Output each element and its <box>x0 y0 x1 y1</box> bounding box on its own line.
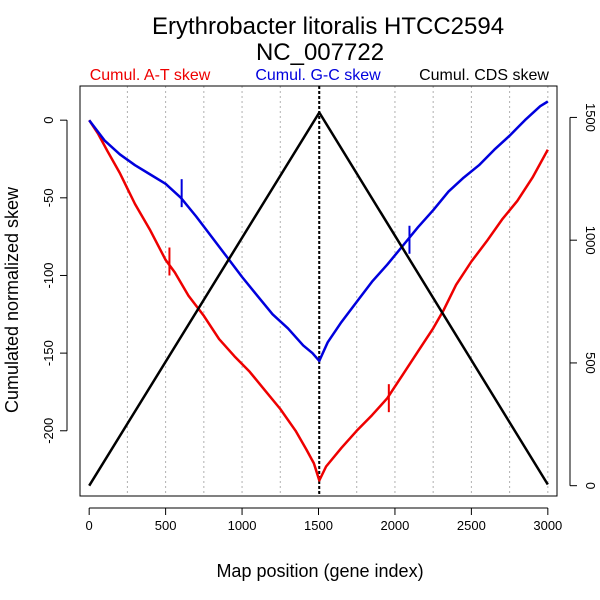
series-line-cds <box>88 111 549 487</box>
x-tick-label-2000: 2000 <box>380 518 409 533</box>
chart-title: Erythrobacter litoralis HTCC2594 <box>152 13 504 40</box>
x-tick-label-3000: 3000 <box>533 518 562 533</box>
series-line-gc <box>88 100 549 363</box>
x-tick-label-1500: 1500 <box>304 518 333 533</box>
y-tick-label--150: -150 <box>41 340 56 366</box>
y-axis-title: Cumulated normalized skew <box>2 186 22 413</box>
y2-tick-label-0: 0 <box>583 482 598 489</box>
x-tick-label-500: 500 <box>155 518 177 533</box>
y-tick-label--100: -100 <box>41 262 56 288</box>
legend-at-skew: Cumul. A-T skew <box>90 67 211 84</box>
x-axis-title: Map position (gene index) <box>216 561 423 581</box>
y-tick-label-0: 0 <box>41 117 56 124</box>
x-tick-label-0: 0 <box>86 518 93 533</box>
y2-tick-label-500: 500 <box>583 352 598 374</box>
legend-gc-skew: Cumul. G-C skew <box>255 67 381 84</box>
plot-frame <box>79 85 558 497</box>
x-tick-label-1000: 1000 <box>228 518 257 533</box>
series-line-at <box>88 119 549 482</box>
y-tick-label--50: -50 <box>41 188 56 207</box>
axes: 0 500 1000 1500 2000 2500 3000 0 -50 -100 -150 -200… <box>41 85 598 533</box>
grid-lines <box>126 86 549 496</box>
y2-tick-label-1000: 1000 <box>583 226 598 255</box>
x-tick-label-2500: 2500 <box>457 518 486 533</box>
legend-cds-skew: Cumul. CDS skew <box>419 67 549 84</box>
chart-subtitle: NC_007722 <box>256 39 384 66</box>
series-lines <box>88 100 549 487</box>
y-tick-label--200: -200 <box>41 418 56 444</box>
y2-tick-label-1500: 1500 <box>583 103 598 132</box>
skew-markers <box>168 179 411 413</box>
